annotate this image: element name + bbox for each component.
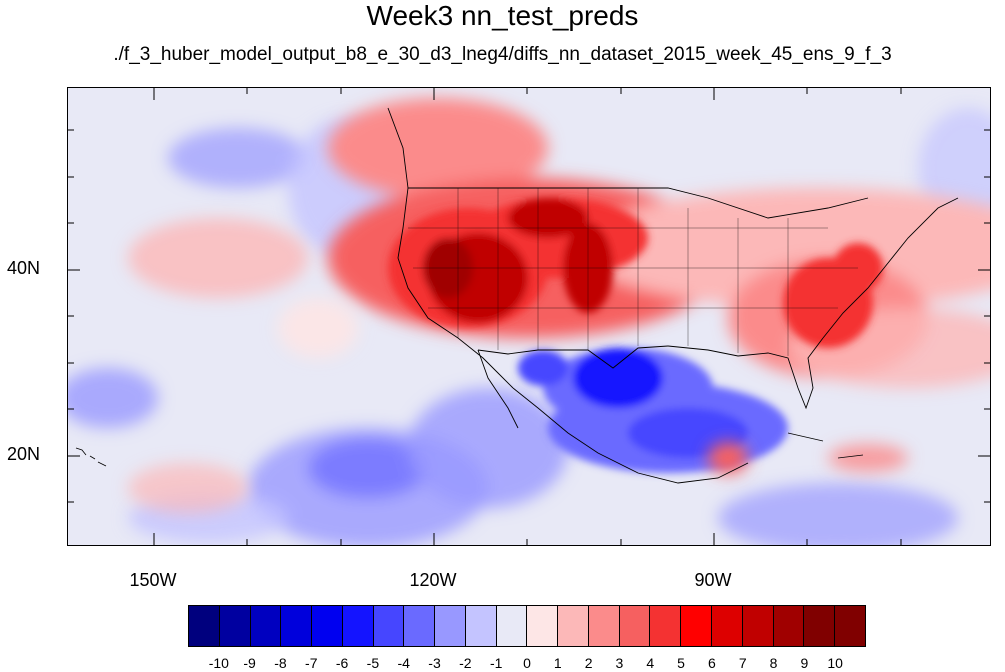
- colorbar-tick-label: 7: [738, 655, 747, 671]
- colorbar-tick-label: 3: [615, 655, 624, 671]
- colorbar-tick-label: 9: [800, 655, 809, 671]
- colorbar-tick-label: 4: [646, 655, 655, 671]
- colorbar-swatch: [804, 606, 836, 646]
- colorbar-tick-label: 0: [523, 655, 531, 671]
- map-plot-area: [67, 87, 991, 546]
- colorbar-swatch: [835, 606, 865, 646]
- colorbar-tick-label: -5: [366, 655, 380, 671]
- colorbar-swatch: [189, 606, 220, 646]
- colorbar-swatch: [588, 606, 620, 646]
- colorbar-swatch: [435, 606, 466, 646]
- colorbar-tick-label: 6: [708, 655, 716, 671]
- colorbar-tick-label: -2: [459, 655, 472, 671]
- colorbar-swatch: [281, 606, 313, 646]
- islands: [75, 432, 864, 467]
- colorbar-swatch: [712, 606, 743, 646]
- coastlines: [387, 107, 959, 484]
- colorbar-swatch: [773, 606, 805, 646]
- colorbar-tick-label: 2: [584, 655, 593, 671]
- colorbar-tick-label: -8: [274, 655, 287, 671]
- lat-label-20n: 20N: [6, 444, 40, 464]
- colorbar-tick-label: 5: [677, 655, 685, 671]
- colorbar-swatch: [373, 606, 405, 646]
- colorbar-swatch: [650, 606, 682, 646]
- colorbar-swatch: [742, 606, 774, 646]
- colorbar-tick-label: -10: [208, 655, 229, 671]
- map-tick-marks: [68, 88, 990, 545]
- colorbar-swatch: [342, 606, 374, 646]
- colorbar-swatch: [496, 606, 528, 646]
- colorbar-tick-label: 10: [827, 655, 843, 671]
- colorbar-tick-label: -7: [305, 655, 318, 671]
- colorbar-tick-label: -4: [397, 655, 410, 671]
- colorbar-tick-label: -6: [335, 655, 349, 671]
- lat-label-40n: 40N: [6, 258, 40, 278]
- colorbar-swatch: [312, 606, 343, 646]
- colorbar-swatch: [250, 606, 282, 646]
- colorbar-swatch: [527, 606, 559, 646]
- colorbar-swatch: [681, 606, 713, 646]
- lon-label-120w: 120W: [409, 570, 457, 590]
- state-borders: [408, 188, 858, 356]
- colorbar-tick-label: -9: [243, 655, 256, 671]
- colorbar-tick-label: 1: [553, 655, 562, 671]
- colorbar-swatch: [558, 606, 589, 646]
- colorbar-swatch: [465, 606, 497, 646]
- colorbar-swatch: [619, 606, 651, 646]
- figure-subtitle: ./f_3_huber_model_output_b8_e_30_d3_lneg…: [113, 44, 892, 65]
- lon-label-90w: 90W: [694, 570, 732, 590]
- colorbar-tick-label: 8: [769, 655, 778, 671]
- map-canvas: [68, 88, 990, 545]
- colorbar-swatch: [219, 606, 251, 646]
- figure-title: Week3 nn_test_preds: [366, 0, 639, 31]
- colorbar-tick-label: -1: [489, 655, 503, 671]
- colorbar-tick-label: -3: [428, 655, 441, 671]
- colorbar-swatch: [404, 606, 436, 646]
- colorbar: [188, 605, 866, 647]
- lon-label-150w: 150W: [129, 570, 177, 590]
